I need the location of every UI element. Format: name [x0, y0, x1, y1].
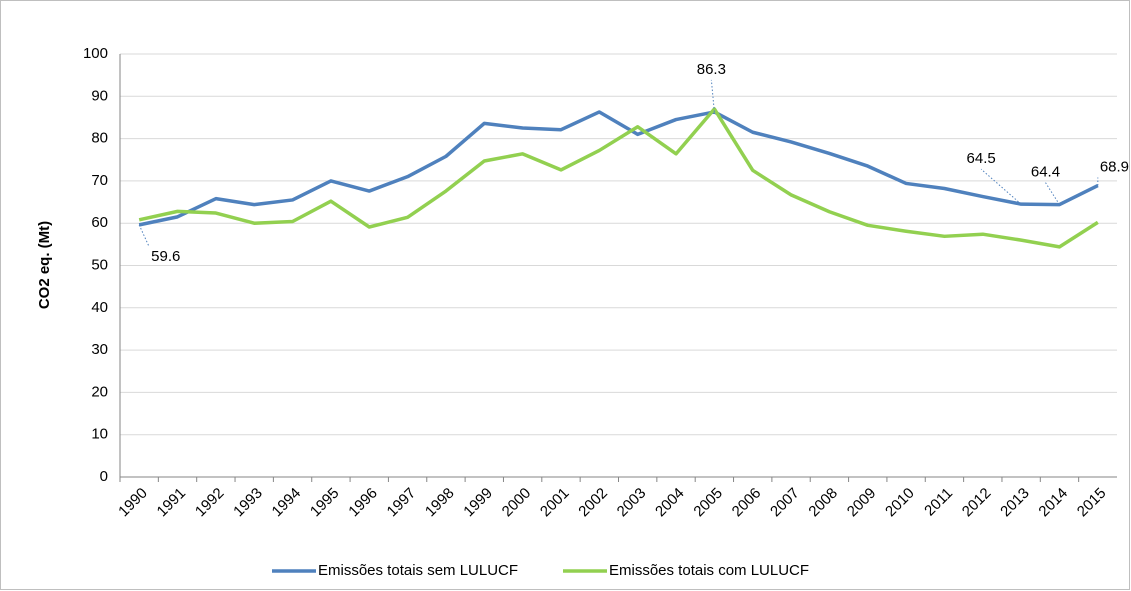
y-tick-label: 80 [91, 130, 108, 147]
data-label: 64.4 [1031, 164, 1060, 181]
y-tick-label: 30 [91, 341, 108, 358]
y-tick-label: 20 [91, 383, 108, 400]
y-tick-label: 100 [83, 45, 108, 62]
y-tick-label: 70 [91, 172, 108, 189]
y-tick-label: 50 [91, 256, 108, 273]
data-label: 64.5 [967, 150, 996, 167]
y-tick-label: 10 [91, 426, 108, 443]
y-axis-label: CO2 eq. (Mt) [36, 221, 53, 309]
series-line [138, 110, 1099, 227]
series-line [138, 107, 1099, 249]
y-tick-label: 60 [91, 214, 108, 231]
y-tick-label: 90 [91, 87, 108, 104]
data-label: 86.3 [697, 61, 726, 78]
y-tick-label: 40 [91, 299, 108, 316]
leader-line [1045, 182, 1060, 205]
legend-label: Emissões totais sem LULUCF [318, 562, 518, 579]
data-label: 59.6 [151, 248, 180, 265]
y-tick-label: 0 [100, 468, 108, 485]
leader-line [138, 224, 150, 248]
data-label: 68.9 [1100, 159, 1129, 176]
legend-label: Emissões totais com LULUCF [609, 562, 809, 579]
